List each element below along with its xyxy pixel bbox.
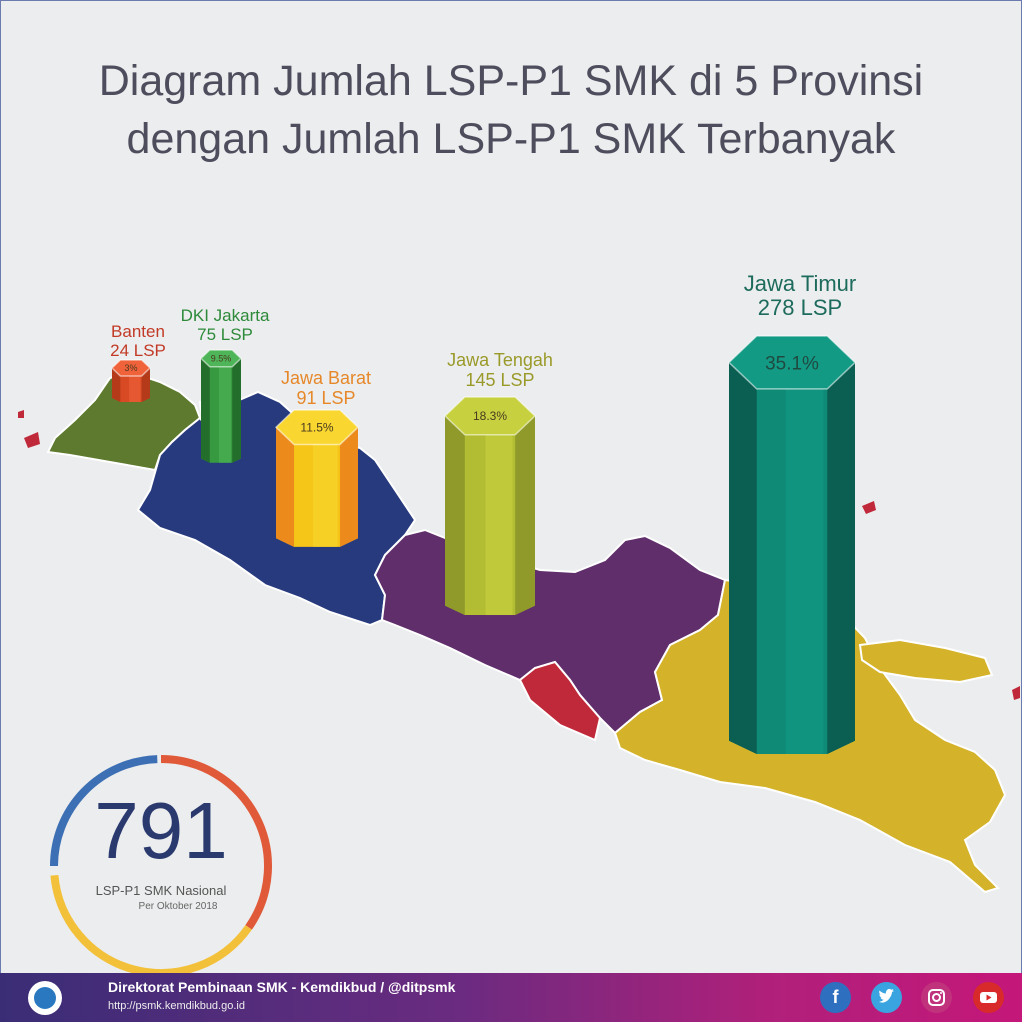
footer-url[interactable]: http://psmk.kemdikbud.go.id — [108, 1000, 245, 1012]
bar-face-highlight — [219, 366, 231, 463]
label-value: 145 LSP — [465, 370, 535, 390]
bar-face-highlight — [312, 444, 338, 547]
footer-bar: Direktorat Pembinaan SMK - Kemdikbud / @… — [0, 973, 1022, 1022]
bar-jawa-barat: 11.5% — [274, 409, 360, 547]
label-name: Banten — [111, 322, 165, 341]
bar-cap — [727, 335, 857, 390]
page-title: Diagram Jumlah LSP-P1 SMK di 5 Provinsi … — [0, 52, 1022, 168]
label-dki-jakarta: DKI Jakarta 75 LSP — [160, 306, 290, 344]
ring-arc-yellow — [50, 874, 252, 977]
bar-face-right — [339, 427, 358, 547]
bar-face-highlight — [485, 434, 513, 616]
island-small-3 — [1012, 686, 1020, 700]
bar-face-right — [515, 415, 535, 616]
bar-face-right — [232, 358, 241, 463]
label-value: 75 LSP — [197, 325, 253, 344]
facebook-icon[interactable]: f — [820, 982, 851, 1013]
bar-percent-label: 3% — [124, 363, 137, 373]
bar-cap — [274, 409, 360, 446]
bar-face-left — [445, 415, 465, 616]
label-name: DKI Jakarta — [180, 306, 270, 325]
instagram-icon[interactable] — [921, 982, 952, 1013]
bar-face-right — [827, 362, 855, 754]
label-name: Jawa Tengah — [447, 350, 553, 370]
province-di-yogyakarta — [518, 660, 602, 742]
ring-arc-blue — [50, 755, 158, 867]
bar-jawa-timur: 35.1% — [727, 335, 857, 754]
label-value: 91 LSP — [296, 388, 356, 408]
island-small-1 — [24, 432, 40, 448]
bar-dki-jakarta: 9.5% — [199, 349, 243, 463]
label-name: Jawa Timur — [743, 271, 857, 296]
bar-face-highlight — [785, 388, 824, 754]
bars-group: 3% 9.5% 11.5% 18.3% 35.1% — [110, 335, 857, 754]
label-jawa-timur: Jawa Timur 278 LSP — [710, 272, 890, 320]
bar-banten: 3% — [110, 359, 152, 402]
bar-face-highlight — [129, 375, 141, 402]
label-jawa-tengah: Jawa Tengah 145 LSP — [420, 350, 580, 390]
ring-arc-red — [160, 755, 272, 930]
youtube-icon[interactable] — [973, 982, 1004, 1013]
total-summary: 791 LSP-P1 SMK Nasional Per Oktober 2018 — [50, 755, 272, 977]
footer-org-text: Direktorat Pembinaan SMK - Kemdikbud / @… — [108, 979, 456, 995]
bar-percent-label: 9.5% — [211, 354, 232, 364]
bar-percent-label: 35.1% — [765, 353, 819, 374]
island-small-2 — [862, 501, 876, 514]
island-madura — [858, 638, 994, 684]
title-line-2: dengan Jumlah LSP-P1 SMK Terbanyak — [126, 115, 896, 163]
twitter-icon[interactable] — [871, 982, 902, 1013]
island-small-4 — [18, 410, 24, 418]
bar-face-left — [729, 362, 757, 754]
bar-cap — [199, 349, 243, 368]
bar-jawa-tengah: 18.3% — [443, 396, 537, 616]
bar-face-left — [276, 427, 295, 547]
total-date: Per Oktober 2018 — [138, 901, 218, 912]
label-banten: Banten 24 LSP — [78, 322, 198, 360]
total-ring — [50, 755, 272, 977]
bar-face-left — [112, 367, 121, 402]
bar-percent-label: 11.5% — [300, 421, 333, 435]
bar-face-left — [201, 358, 210, 463]
bar-face-right — [141, 367, 150, 402]
total-label: LSP-P1 SMK Nasional — [95, 883, 227, 898]
label-jawa-barat: Jawa Barat 91 LSP — [256, 368, 396, 408]
title-line-1: Diagram Jumlah LSP-P1 SMK di 5 Provinsi — [98, 57, 924, 105]
bar-cap — [443, 396, 537, 436]
total-value: 791 — [94, 786, 228, 875]
label-name: Jawa Barat — [280, 368, 372, 388]
label-value: 24 LSP — [110, 341, 166, 360]
bar-cap — [110, 359, 152, 377]
tut-wuri-handayani-logo — [28, 981, 62, 1015]
bar-percent-label: 18.3% — [473, 409, 507, 423]
label-value: 278 LSP — [757, 295, 843, 320]
